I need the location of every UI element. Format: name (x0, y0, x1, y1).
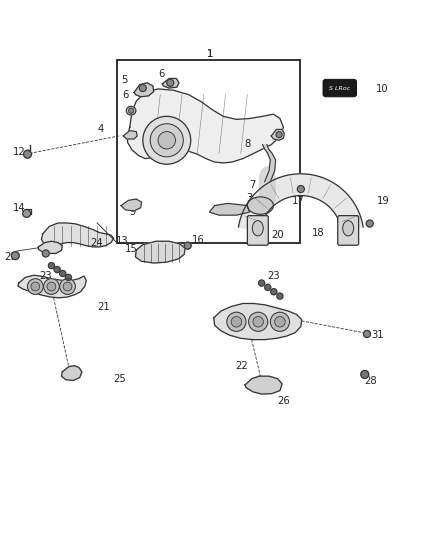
Circle shape (277, 293, 283, 299)
Circle shape (270, 312, 290, 332)
Polygon shape (134, 83, 154, 97)
FancyBboxPatch shape (247, 216, 268, 245)
Circle shape (143, 116, 191, 164)
Circle shape (60, 279, 75, 294)
Text: 23: 23 (267, 271, 280, 281)
Ellipse shape (126, 107, 136, 115)
Polygon shape (271, 130, 284, 140)
Polygon shape (121, 199, 141, 211)
Text: 7: 7 (249, 180, 256, 190)
Circle shape (60, 270, 66, 277)
Circle shape (265, 284, 271, 290)
Text: 1: 1 (207, 49, 213, 59)
Text: 22: 22 (235, 361, 248, 371)
Circle shape (249, 312, 268, 332)
Text: 21: 21 (97, 302, 110, 312)
Circle shape (253, 317, 263, 327)
Circle shape (44, 279, 59, 294)
Circle shape (42, 250, 49, 257)
Text: S LRoc: S LRoc (329, 86, 350, 91)
Text: 25: 25 (113, 374, 126, 384)
Text: 5: 5 (121, 75, 127, 85)
FancyBboxPatch shape (338, 216, 359, 245)
Polygon shape (162, 78, 179, 88)
Text: 20: 20 (272, 230, 284, 240)
Text: 6: 6 (122, 90, 129, 100)
Polygon shape (245, 376, 282, 394)
Text: 9: 9 (130, 207, 136, 217)
Circle shape (54, 266, 60, 272)
Ellipse shape (343, 221, 353, 236)
Text: 12: 12 (13, 148, 26, 157)
Polygon shape (39, 241, 62, 254)
Circle shape (364, 330, 371, 337)
Circle shape (258, 280, 265, 286)
Circle shape (28, 279, 43, 294)
Polygon shape (18, 275, 86, 298)
Polygon shape (209, 204, 250, 215)
Circle shape (23, 209, 31, 217)
Circle shape (11, 252, 19, 260)
Text: 26: 26 (277, 395, 290, 406)
Text: 10: 10 (376, 84, 389, 94)
Circle shape (24, 150, 32, 158)
Text: 24: 24 (90, 238, 102, 247)
Polygon shape (123, 131, 137, 139)
FancyBboxPatch shape (323, 79, 357, 97)
Text: 2: 2 (231, 207, 237, 217)
Circle shape (275, 317, 285, 327)
Polygon shape (61, 366, 82, 381)
Circle shape (65, 274, 71, 280)
Bar (117, 60, 300, 243)
Circle shape (366, 220, 373, 227)
Text: 31: 31 (371, 330, 384, 340)
Circle shape (297, 185, 304, 192)
Circle shape (31, 282, 40, 291)
Circle shape (48, 263, 54, 269)
Circle shape (47, 282, 56, 291)
Text: 23: 23 (39, 271, 52, 281)
Ellipse shape (247, 197, 273, 214)
Circle shape (361, 370, 369, 378)
Circle shape (158, 132, 176, 149)
Text: 14: 14 (13, 203, 26, 213)
Circle shape (276, 132, 282, 138)
Circle shape (231, 317, 242, 327)
Text: 8: 8 (244, 139, 251, 149)
Polygon shape (262, 144, 276, 182)
Text: 18: 18 (312, 228, 325, 238)
Ellipse shape (252, 221, 263, 236)
Text: 3: 3 (246, 193, 253, 203)
Text: 15: 15 (125, 244, 138, 254)
Circle shape (227, 312, 246, 332)
Polygon shape (42, 223, 114, 247)
Circle shape (167, 79, 174, 86)
Text: 4: 4 (98, 124, 104, 134)
Polygon shape (239, 174, 363, 230)
Polygon shape (127, 89, 283, 163)
Circle shape (271, 289, 277, 295)
Text: 30: 30 (45, 246, 58, 256)
Text: 16: 16 (192, 235, 205, 245)
Text: 28: 28 (364, 376, 377, 385)
Text: 17: 17 (292, 196, 304, 206)
Circle shape (184, 242, 191, 249)
Circle shape (150, 124, 184, 157)
Circle shape (63, 282, 72, 291)
Text: 1: 1 (207, 49, 213, 59)
Text: 19: 19 (377, 196, 390, 206)
Text: 29: 29 (4, 252, 18, 262)
Text: 13: 13 (116, 236, 129, 246)
Polygon shape (135, 241, 185, 263)
Text: 6: 6 (159, 69, 165, 79)
Circle shape (139, 85, 146, 92)
Circle shape (128, 108, 134, 114)
Polygon shape (214, 303, 302, 340)
